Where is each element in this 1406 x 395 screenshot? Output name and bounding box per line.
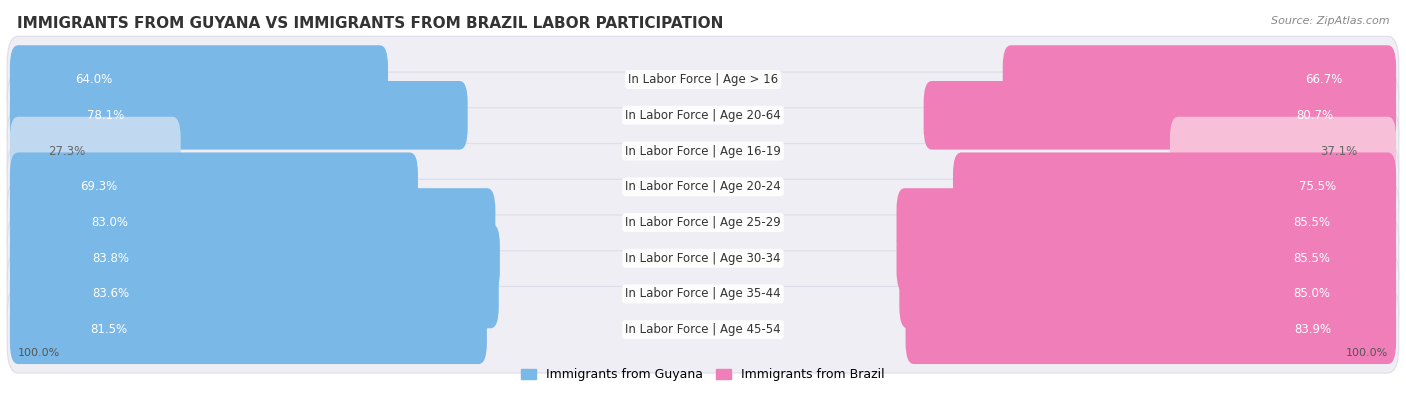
FancyBboxPatch shape	[953, 152, 1396, 221]
Text: 27.3%: 27.3%	[48, 145, 86, 158]
Text: 83.6%: 83.6%	[91, 288, 129, 301]
Text: 100.0%: 100.0%	[1346, 348, 1388, 357]
Text: In Labor Force | Age 20-64: In Labor Force | Age 20-64	[626, 109, 780, 122]
Text: 37.1%: 37.1%	[1320, 145, 1358, 158]
Text: 69.3%: 69.3%	[80, 180, 117, 193]
Text: In Labor Force | Age 16-19: In Labor Force | Age 16-19	[626, 145, 780, 158]
FancyBboxPatch shape	[905, 295, 1396, 364]
Text: 64.0%: 64.0%	[75, 73, 112, 86]
Text: 75.5%: 75.5%	[1299, 180, 1337, 193]
FancyBboxPatch shape	[10, 224, 501, 293]
Text: 85.5%: 85.5%	[1294, 252, 1330, 265]
Text: In Labor Force | Age 25-29: In Labor Force | Age 25-29	[626, 216, 780, 229]
FancyBboxPatch shape	[10, 188, 495, 257]
Text: In Labor Force | Age 45-54: In Labor Force | Age 45-54	[626, 323, 780, 336]
Text: 85.0%: 85.0%	[1294, 288, 1330, 301]
FancyBboxPatch shape	[7, 251, 1399, 337]
FancyBboxPatch shape	[897, 224, 1396, 293]
FancyBboxPatch shape	[7, 143, 1399, 230]
Text: In Labor Force | Age 30-34: In Labor Force | Age 30-34	[626, 252, 780, 265]
Text: In Labor Force | Age > 16: In Labor Force | Age > 16	[628, 73, 778, 86]
Text: 83.8%: 83.8%	[91, 252, 129, 265]
Legend: Immigrants from Guyana, Immigrants from Brazil: Immigrants from Guyana, Immigrants from …	[516, 363, 890, 386]
FancyBboxPatch shape	[897, 188, 1396, 257]
FancyBboxPatch shape	[1170, 117, 1396, 185]
Text: 66.7%: 66.7%	[1305, 73, 1343, 86]
Text: 85.5%: 85.5%	[1294, 216, 1330, 229]
Text: Source: ZipAtlas.com: Source: ZipAtlas.com	[1271, 16, 1389, 26]
FancyBboxPatch shape	[7, 108, 1399, 194]
Text: 78.1%: 78.1%	[87, 109, 124, 122]
Text: 100.0%: 100.0%	[18, 348, 60, 357]
FancyBboxPatch shape	[7, 72, 1399, 158]
Text: 81.5%: 81.5%	[90, 323, 127, 336]
FancyBboxPatch shape	[7, 286, 1399, 373]
FancyBboxPatch shape	[10, 260, 499, 328]
FancyBboxPatch shape	[10, 81, 468, 150]
FancyBboxPatch shape	[7, 215, 1399, 301]
FancyBboxPatch shape	[10, 117, 181, 185]
Text: 80.7%: 80.7%	[1296, 109, 1333, 122]
FancyBboxPatch shape	[900, 260, 1396, 328]
FancyBboxPatch shape	[10, 295, 486, 364]
Text: 83.0%: 83.0%	[91, 216, 128, 229]
Text: 83.9%: 83.9%	[1294, 323, 1331, 336]
FancyBboxPatch shape	[10, 152, 418, 221]
FancyBboxPatch shape	[10, 45, 388, 114]
Text: In Labor Force | Age 20-24: In Labor Force | Age 20-24	[626, 180, 780, 193]
FancyBboxPatch shape	[7, 179, 1399, 266]
Text: IMMIGRANTS FROM GUYANA VS IMMIGRANTS FROM BRAZIL LABOR PARTICIPATION: IMMIGRANTS FROM GUYANA VS IMMIGRANTS FRO…	[17, 16, 723, 31]
FancyBboxPatch shape	[924, 81, 1396, 150]
FancyBboxPatch shape	[1002, 45, 1396, 114]
FancyBboxPatch shape	[7, 36, 1399, 123]
Text: In Labor Force | Age 35-44: In Labor Force | Age 35-44	[626, 288, 780, 301]
